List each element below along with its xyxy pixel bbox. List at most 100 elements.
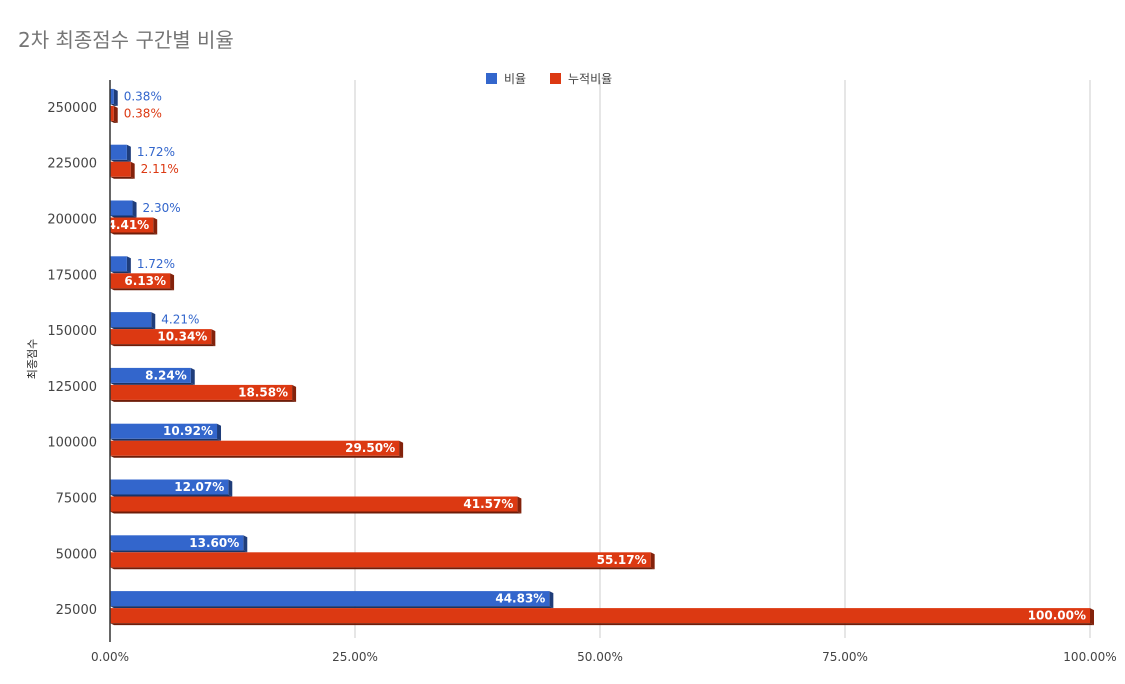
bar-ratio[interactable] bbox=[110, 479, 229, 495]
bar-side bbox=[113, 88, 118, 106]
bar-bottom bbox=[110, 120, 118, 123]
data-label: 10.34% bbox=[157, 330, 207, 344]
data-label: 4.41% bbox=[108, 218, 150, 232]
bar-ratio[interactable] bbox=[110, 88, 114, 104]
bar-bottom bbox=[110, 232, 158, 235]
bar-ratio[interactable] bbox=[110, 200, 133, 216]
data-label: 4.21% bbox=[161, 313, 199, 327]
bar-side bbox=[217, 423, 222, 441]
x-tick-label: 100.00% bbox=[1063, 650, 1116, 664]
data-label: 1.72% bbox=[137, 145, 175, 159]
bar-bottom bbox=[110, 438, 222, 441]
bar-bottom bbox=[110, 382, 195, 385]
bar-side bbox=[153, 217, 158, 235]
bar-bottom bbox=[110, 159, 131, 162]
bar-bottom bbox=[110, 511, 522, 514]
bar-side bbox=[228, 479, 233, 497]
bar-side bbox=[126, 144, 131, 162]
bar-bottom bbox=[110, 494, 233, 497]
bar-side bbox=[130, 161, 135, 179]
y-axis-label: 최종점수 bbox=[26, 339, 39, 379]
y-tick-label: 50000 bbox=[56, 547, 97, 562]
data-label: 13.60% bbox=[189, 536, 239, 550]
data-label: 8.24% bbox=[145, 368, 187, 382]
bar-bottom bbox=[110, 550, 248, 553]
bar-cumulative[interactable] bbox=[110, 273, 171, 289]
bar-side bbox=[151, 312, 156, 330]
bar-ratio[interactable] bbox=[110, 535, 244, 551]
y-tick-label: 175000 bbox=[47, 268, 97, 283]
bar-cumulative[interactable] bbox=[110, 161, 131, 177]
bar-side bbox=[549, 591, 554, 609]
bar-side bbox=[243, 535, 248, 553]
bar-cumulative[interactable] bbox=[110, 329, 212, 345]
y-tick-label: 100000 bbox=[47, 436, 97, 451]
bar-cumulative[interactable] bbox=[110, 440, 400, 456]
bar-side bbox=[170, 273, 175, 291]
legend-label[interactable]: 누적비율 bbox=[568, 72, 612, 86]
legend-swatch[interactable] bbox=[550, 73, 561, 84]
bar-side bbox=[1090, 608, 1094, 626]
bar-cumulative[interactable] bbox=[110, 552, 651, 568]
bar-side bbox=[211, 329, 216, 347]
y-tick-label: 225000 bbox=[47, 157, 97, 172]
data-label: 1.72% bbox=[137, 257, 175, 271]
bar-ratio[interactable] bbox=[110, 591, 550, 607]
data-label: 12.07% bbox=[174, 480, 224, 494]
legend-swatch[interactable] bbox=[486, 73, 497, 84]
bar-cumulative[interactable] bbox=[110, 496, 518, 512]
data-label: 2.11% bbox=[141, 162, 179, 176]
chart-title: 2차 최종점수 구간별 비율 bbox=[18, 28, 234, 52]
y-tick-label: 75000 bbox=[56, 492, 97, 507]
bar-bottom bbox=[110, 271, 131, 274]
x-tick-label: 0.00% bbox=[91, 650, 129, 664]
data-label: 41.57% bbox=[463, 497, 513, 511]
bar-side bbox=[650, 552, 655, 570]
bar-ratio[interactable] bbox=[110, 256, 127, 272]
bar-cumulative[interactable] bbox=[110, 384, 293, 400]
bar-bottom bbox=[110, 567, 655, 570]
data-label: 0.38% bbox=[124, 106, 162, 120]
data-label: 100.00% bbox=[1028, 609, 1086, 623]
y-tick-label: 125000 bbox=[47, 380, 97, 395]
bar-bottom bbox=[110, 215, 137, 218]
data-label: 55.17% bbox=[597, 553, 647, 567]
bar-cumulative[interactable] bbox=[110, 105, 114, 121]
bar-bottom bbox=[110, 176, 135, 179]
bar-ratio[interactable] bbox=[110, 423, 218, 439]
bar-bottom bbox=[110, 327, 156, 330]
bar-side bbox=[517, 496, 522, 514]
bar-side bbox=[113, 105, 118, 123]
bar-bottom bbox=[110, 399, 297, 402]
data-label: 44.83% bbox=[495, 592, 545, 606]
bar-bottom bbox=[110, 288, 175, 291]
legend-label[interactable]: 비율 bbox=[504, 72, 526, 86]
data-label: 10.92% bbox=[163, 424, 213, 438]
y-tick-label: 200000 bbox=[47, 213, 97, 228]
bar-bottom bbox=[110, 606, 554, 609]
bar-side bbox=[292, 384, 297, 402]
bar-side bbox=[190, 367, 195, 385]
bar-bottom bbox=[110, 103, 118, 106]
data-label: 6.13% bbox=[124, 274, 166, 288]
bar-side bbox=[126, 256, 131, 274]
bar-cumulative[interactable] bbox=[110, 217, 154, 233]
bar-bottom bbox=[110, 623, 1094, 626]
bar-side bbox=[399, 440, 404, 458]
bar-cumulative[interactable] bbox=[110, 608, 1090, 624]
bar-ratio[interactable] bbox=[110, 312, 152, 328]
bar-bottom bbox=[110, 455, 404, 458]
x-tick-label: 50.00% bbox=[577, 650, 623, 664]
bar-side bbox=[132, 200, 137, 218]
bar-ratio[interactable] bbox=[110, 367, 191, 383]
data-label: 18.58% bbox=[238, 385, 288, 399]
y-tick-label: 150000 bbox=[47, 324, 97, 339]
y-tick-label: 250000 bbox=[47, 101, 97, 116]
data-label: 29.50% bbox=[345, 441, 395, 455]
bar-ratio[interactable] bbox=[110, 144, 127, 160]
x-tick-label: 75.00% bbox=[822, 650, 868, 664]
data-label: 0.38% bbox=[124, 89, 162, 103]
y-tick-label: 25000 bbox=[56, 603, 97, 618]
bar-bottom bbox=[110, 344, 216, 347]
